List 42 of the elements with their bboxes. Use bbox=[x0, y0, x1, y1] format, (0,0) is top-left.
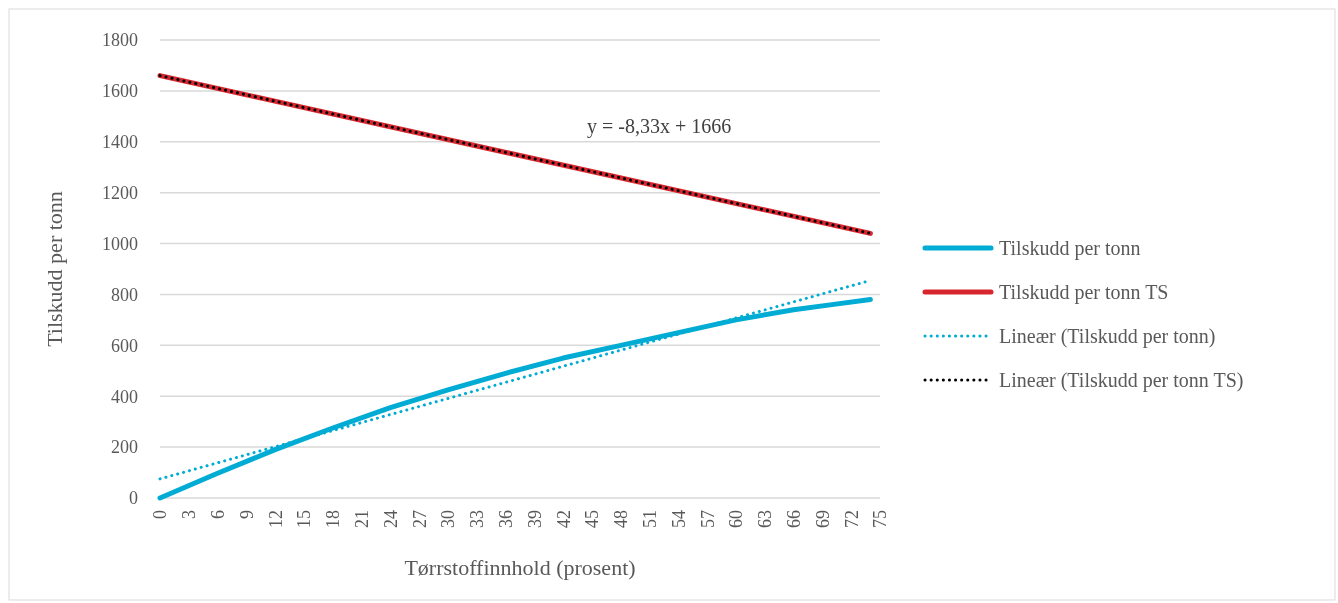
x-tick-label: 18 bbox=[323, 510, 344, 528]
x-tick-label: 36 bbox=[495, 510, 516, 528]
x-tick-label: 0 bbox=[150, 510, 171, 519]
x-tick-label: 6 bbox=[207, 510, 228, 519]
x-tick-label: 60 bbox=[726, 510, 747, 528]
x-tick-label: 42 bbox=[553, 510, 574, 528]
legend-label: Lineær (Tilskudd per tonn) bbox=[999, 325, 1216, 348]
x-tick-label: 33 bbox=[467, 510, 488, 528]
legend-label: Tilskudd per tonn bbox=[999, 237, 1141, 260]
y-tick-label: 1800 bbox=[102, 30, 138, 51]
x-tick-label: 24 bbox=[380, 510, 401, 528]
legend-label: Lineær (Tilskudd per tonn TS) bbox=[999, 369, 1244, 392]
x-tick-label: 30 bbox=[438, 510, 459, 528]
x-tick-label: 12 bbox=[265, 510, 286, 528]
x-tick-label: 48 bbox=[611, 510, 632, 528]
y-tick-label: 1600 bbox=[102, 81, 138, 102]
x-tick-label: 54 bbox=[668, 510, 689, 528]
y-tick-label: 200 bbox=[111, 437, 138, 458]
x-axis-title: Tørrstoffinnhold (prosent) bbox=[404, 555, 636, 580]
y-tick-label: 1400 bbox=[102, 132, 138, 153]
y-tick-label: 800 bbox=[111, 284, 138, 305]
x-tick-label: 75 bbox=[870, 510, 891, 528]
x-tick-label: 66 bbox=[783, 510, 804, 528]
y-tick-label: 1000 bbox=[102, 233, 138, 254]
x-tick-label: 57 bbox=[697, 510, 718, 528]
x-tick-label: 63 bbox=[755, 510, 776, 528]
x-tick-label: 27 bbox=[409, 510, 430, 528]
annotation: y = -8,33x + 1666 bbox=[587, 115, 732, 138]
x-tick-label: 51 bbox=[639, 510, 660, 528]
y-tick-label: 400 bbox=[111, 386, 138, 407]
x-tick-label: 3 bbox=[179, 510, 200, 519]
y-tick-label: 600 bbox=[111, 335, 138, 356]
x-tick-label: 69 bbox=[812, 510, 833, 528]
legend-label: Tilskudd per tonn TS bbox=[999, 281, 1169, 304]
x-tick-label: 21 bbox=[351, 510, 372, 528]
x-tick-label: 72 bbox=[841, 510, 862, 528]
x-tick-label: 39 bbox=[524, 510, 545, 528]
y-tick-label: 1200 bbox=[102, 182, 138, 203]
x-tick-label: 45 bbox=[582, 510, 603, 528]
x-tick-label: 15 bbox=[294, 510, 315, 528]
x-tick-label: 9 bbox=[236, 510, 257, 519]
y-axis-title: Tilskudd per tonn bbox=[42, 191, 67, 347]
